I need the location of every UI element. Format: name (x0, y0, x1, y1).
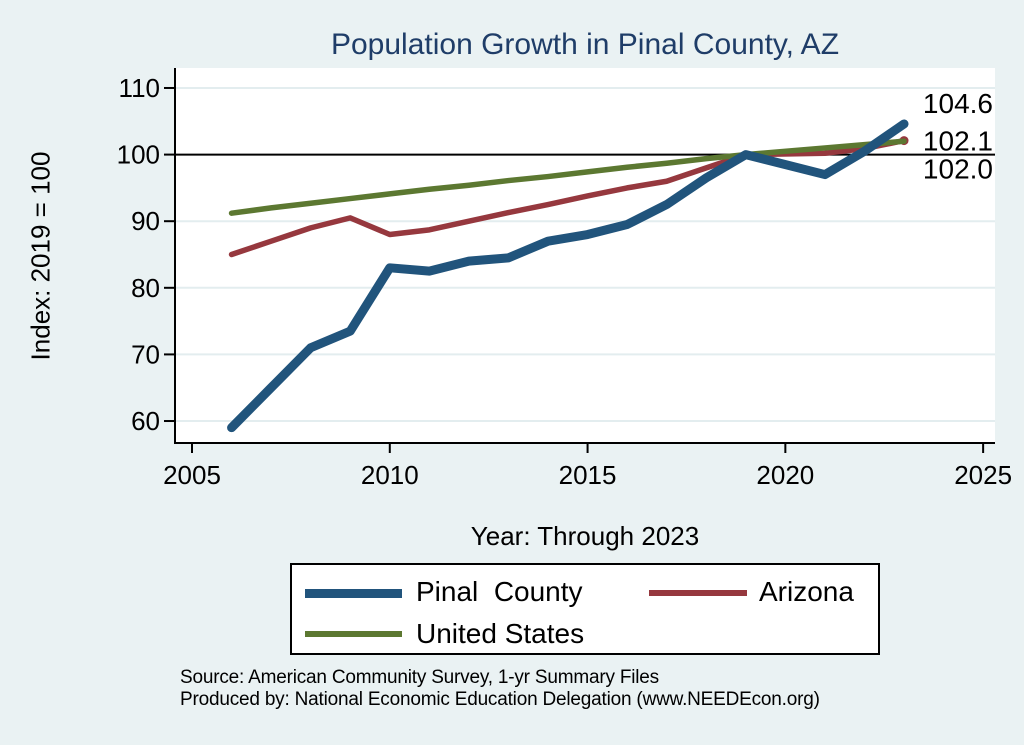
legend-swatch-united-states (305, 631, 402, 637)
legend: Pinal County Arizona United States (290, 563, 880, 655)
plot-background (175, 68, 995, 443)
source-line-1: Source: American Community Survey, 1-yr … (180, 667, 659, 688)
series-line-united-states (228, 138, 907, 216)
x-tick-label-2010: 2010 (361, 460, 419, 490)
legend-label-united-states: United States (416, 618, 585, 649)
x-axis-title: Year: Through 2023 (470, 521, 700, 551)
source-line-2: Produced by: National Economic Education… (180, 689, 820, 710)
end-label-pinal-county: 104.6 (923, 88, 993, 119)
x-tick-label-2020: 2020 (756, 460, 814, 490)
y-tick-label-80: 80 (131, 273, 160, 303)
x-tick-label-2015: 2015 (559, 460, 617, 490)
x-tick-label-2005: 2005 (163, 460, 221, 490)
legend-label-arizona: Arizona (759, 576, 854, 607)
chart-title: Population Growth in Pinal County, AZ (330, 28, 840, 61)
legend-swatch-arizona (649, 590, 747, 596)
y-tick-label-90: 90 (131, 206, 160, 236)
series-line-pinal-county (227, 119, 909, 433)
y-tick-label-110: 110 (119, 73, 160, 103)
y-tick-label-60: 60 (131, 406, 160, 436)
y-tick-label-100: 100 (117, 140, 160, 170)
end-label-united-states: 102.0 (923, 154, 993, 185)
end-label-arizona: 102.1 (923, 126, 993, 157)
legend-swatch-pinal-county (305, 589, 402, 598)
y-tick-label-70: 70 (131, 339, 160, 369)
plot-area: 60 70 80 90 100 110 2005 2010 2015 2020 2025 104.6 1… (117, 68, 1012, 490)
legend-label-pinal-county: Pinal County (416, 576, 583, 607)
x-tick-label-2025: 2025 (954, 460, 1012, 490)
source-note: Source: American Community Survey, 1-yr … (180, 667, 960, 711)
